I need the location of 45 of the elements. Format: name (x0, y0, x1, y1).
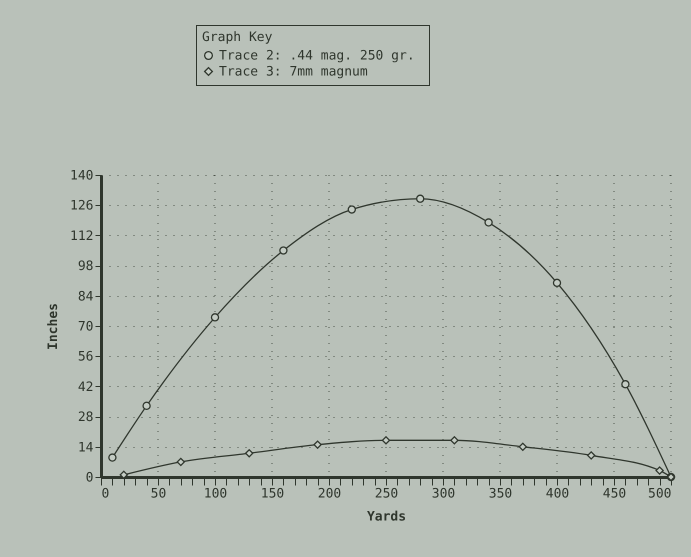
point (348, 205, 356, 214)
x-tick-label: 0 (102, 486, 110, 502)
point (108, 453, 117, 462)
y-tick-label: 70 (78, 320, 94, 334)
legend-label: Trace 2: .44 mag. 250 gr. (219, 48, 415, 64)
y-tick-label: 42 (78, 380, 94, 395)
legend-title: Graph Key (202, 30, 273, 45)
point (176, 458, 185, 466)
x-tick-label: 150 (260, 486, 284, 502)
point (245, 449, 254, 458)
y-tick-label: 98 (78, 259, 94, 274)
x-tick-label: 250 (374, 486, 398, 502)
y-tick-label: 84 (78, 289, 94, 304)
point (655, 466, 664, 475)
point (484, 218, 493, 227)
y-tick-label: 112 (70, 228, 94, 244)
y-tick-label: 140 (70, 168, 94, 184)
point (621, 380, 630, 388)
x-tick-label: 200 (318, 486, 342, 502)
point (142, 402, 151, 410)
y-axis-title: Inches (46, 303, 62, 350)
legend-label: Trace 3: 7mm magnum (219, 64, 368, 80)
x-tick-label: 100 (204, 486, 228, 502)
y-tick-label: 126 (70, 198, 94, 214)
y-tick-label: 28 (78, 410, 94, 426)
point (382, 436, 390, 445)
y-tick-label: 0 (86, 470, 94, 486)
x-tick-label: 50 (150, 486, 166, 502)
point (450, 436, 459, 445)
point (587, 451, 596, 460)
x-tick-label: 450 (602, 486, 626, 502)
point (552, 278, 562, 288)
point (518, 442, 527, 451)
x-tick-label: 500 (648, 486, 672, 502)
y-tick-label: 56 (78, 350, 94, 365)
point (313, 440, 322, 449)
x-axis-title: Yards (366, 510, 406, 524)
point (279, 246, 288, 255)
x-tick-label: 400 (546, 486, 570, 502)
x-tick-label: 350 (488, 486, 512, 502)
x-tick-label: 300 (432, 486, 456, 502)
y-tick-label: 14 (78, 440, 94, 456)
point (210, 313, 220, 322)
point (416, 194, 424, 203)
point (120, 470, 128, 480)
